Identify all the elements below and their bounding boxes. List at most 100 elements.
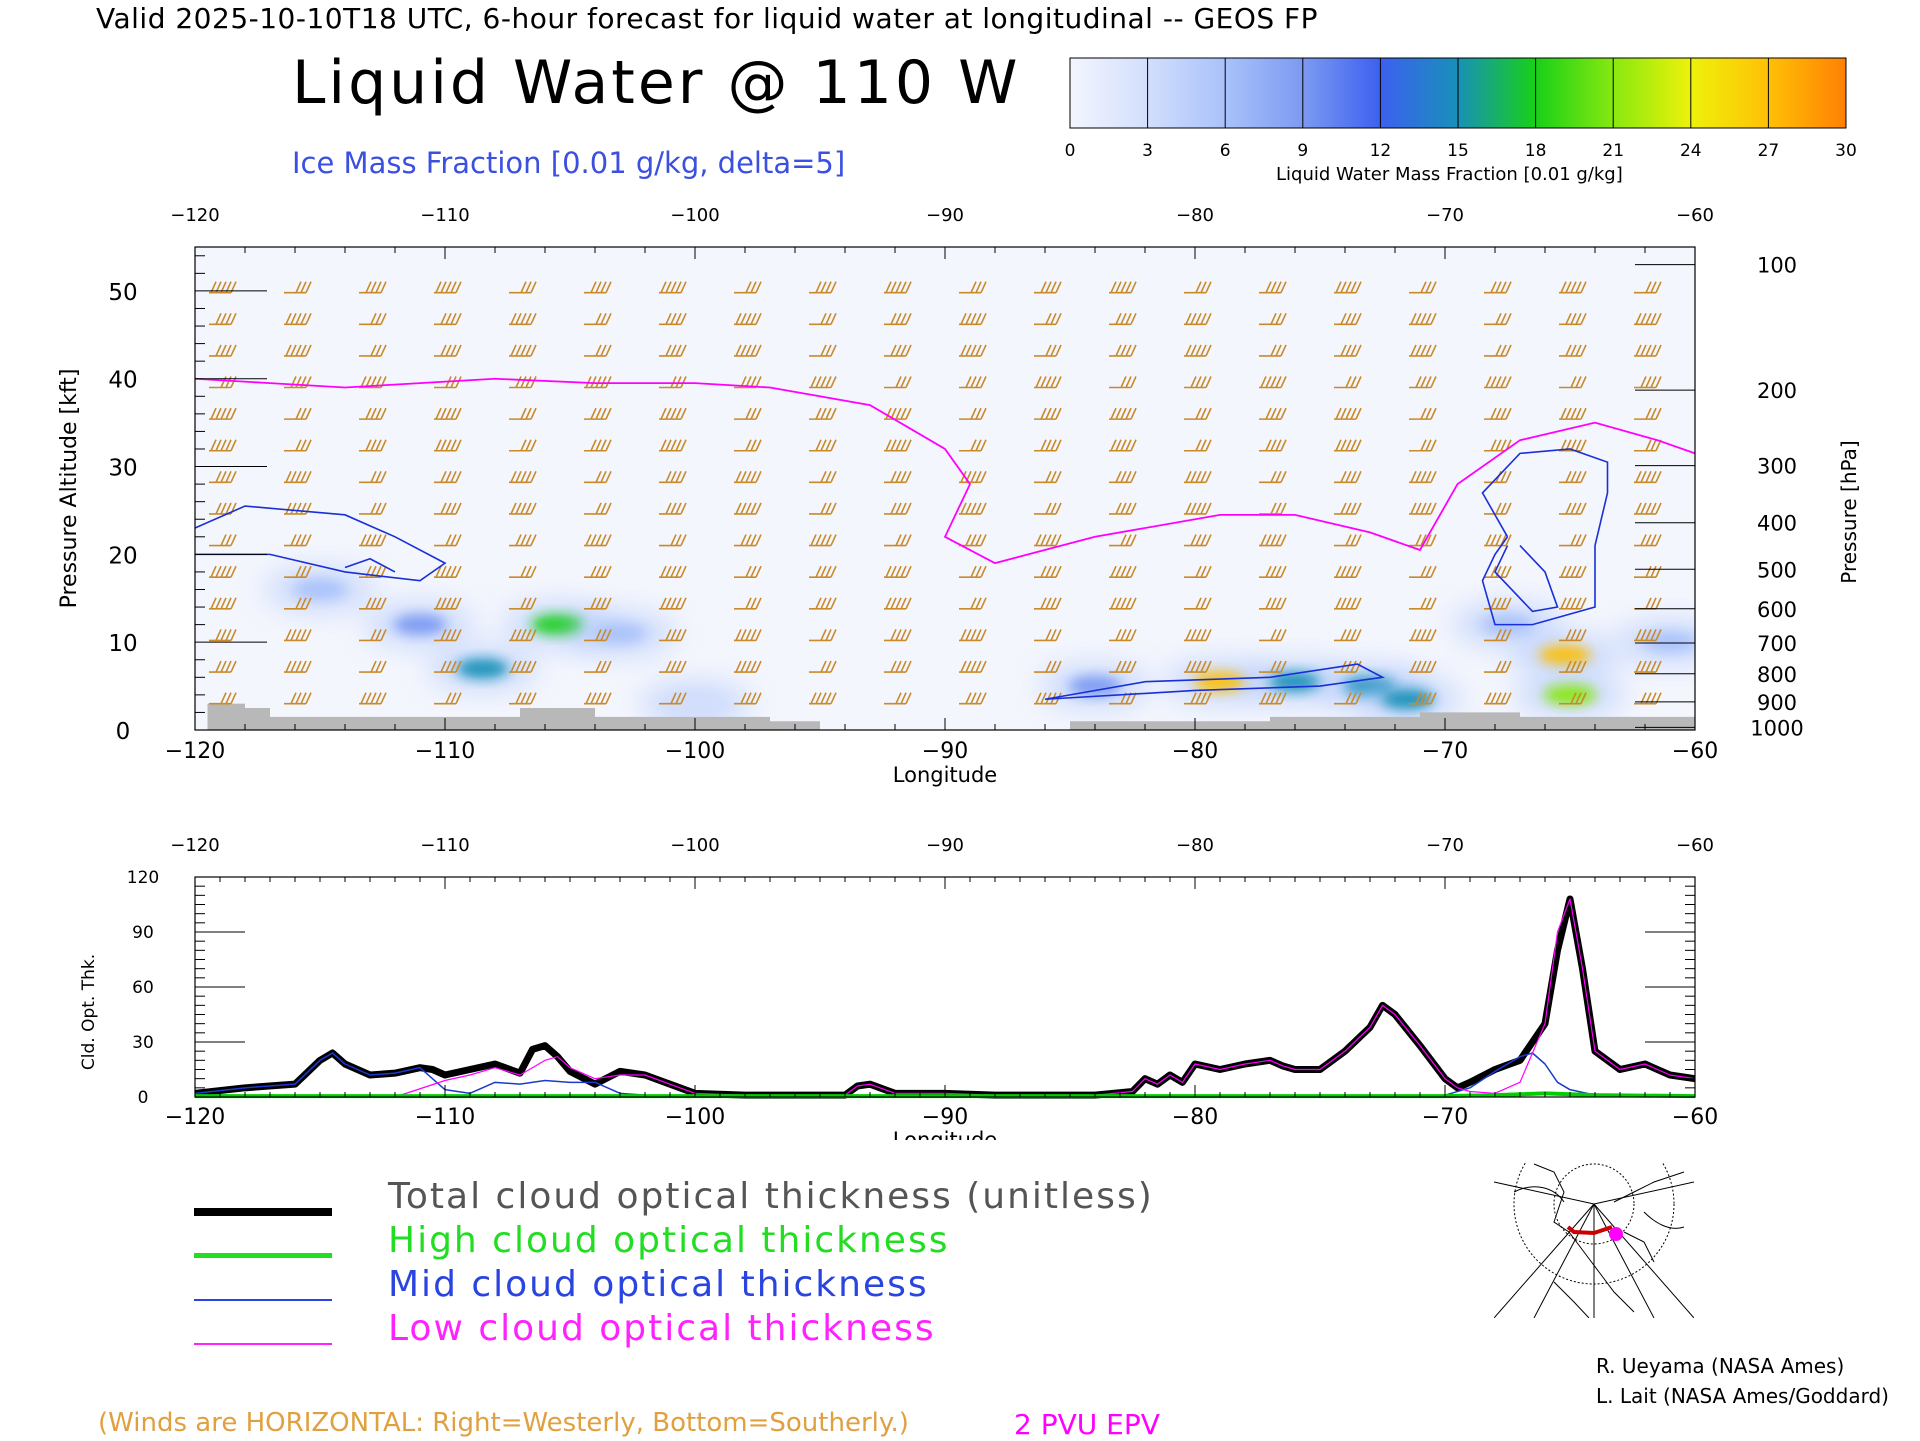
y-tick-label: 10 xyxy=(108,631,137,657)
wind-barb xyxy=(1184,376,1212,389)
wind-barb xyxy=(1409,471,1437,484)
wind-barb xyxy=(1259,660,1287,673)
wind-barb xyxy=(1484,565,1512,578)
colorbar-tick-label: 21 xyxy=(1602,141,1624,161)
wind-barb xyxy=(959,660,987,673)
wind-barb xyxy=(1559,312,1587,326)
wind-barb xyxy=(1559,502,1587,515)
wind-barb xyxy=(959,312,987,326)
wind-barb xyxy=(509,692,537,705)
wind-barb xyxy=(1484,376,1512,389)
wind-barb xyxy=(1559,660,1587,673)
wind-barb xyxy=(1484,407,1512,420)
section-line xyxy=(1566,1225,1613,1236)
wind-barb xyxy=(1034,439,1062,452)
wind-barb xyxy=(284,692,312,705)
pressure-tick-label: 700 xyxy=(1757,632,1797,656)
liquid-water-core xyxy=(1269,671,1321,692)
liquid-water-core xyxy=(1544,684,1596,705)
colorbar-label: Liquid Water Mass Fraction [0.01 g/kg] xyxy=(1276,164,1623,185)
wind-barb xyxy=(284,565,312,578)
wind-barb xyxy=(884,376,912,389)
wind-barb xyxy=(1334,312,1362,326)
wind-barb xyxy=(734,407,762,420)
wind-barb xyxy=(659,312,687,326)
wind-barb xyxy=(959,692,987,705)
wind-barb xyxy=(1109,471,1137,484)
wind-barb xyxy=(1109,692,1137,705)
wind-barb xyxy=(434,502,462,515)
wind-barb xyxy=(659,692,687,705)
x-axis-label: Longitude xyxy=(893,1128,997,1140)
wind-barb xyxy=(1259,376,1287,389)
x-tick-label: −100 xyxy=(665,739,725,764)
line-plot-frame xyxy=(194,876,1696,1098)
liquid-water-core xyxy=(1539,645,1591,666)
x-tick-label-top: −70 xyxy=(1426,835,1464,856)
y-tick-label: 0 xyxy=(138,1088,149,1108)
wind-barb xyxy=(734,565,762,578)
wind-barb xyxy=(284,660,312,673)
wind-barb xyxy=(809,407,837,420)
y-tick-label: 30 xyxy=(132,1033,154,1053)
wind-barb xyxy=(884,629,912,642)
wind-barb xyxy=(1634,629,1662,642)
legend-line-mid xyxy=(194,1299,332,1301)
wind-barb xyxy=(1259,597,1287,610)
y-tick-label: 60 xyxy=(132,978,154,998)
valid-time-line: Valid 2025-10-10T18 UTC, 6-hour forecast… xyxy=(96,2,1319,35)
wind-barb xyxy=(584,344,612,357)
wind-barb xyxy=(1034,660,1062,673)
y-axis-label-left: Pressure Altitude [kft] xyxy=(57,369,82,609)
legend-label-total: Total cloud optical thickness (unitless) xyxy=(388,1176,1154,1217)
wind-barb xyxy=(884,692,912,705)
wind-barb xyxy=(1334,344,1362,357)
wind-barb xyxy=(1109,281,1137,294)
wind-barb xyxy=(1259,439,1287,452)
wind-barb xyxy=(359,534,387,547)
wind-barb xyxy=(809,281,837,294)
wind-barb xyxy=(809,344,837,357)
wind-barb xyxy=(1634,407,1662,420)
wind-barb xyxy=(959,439,987,452)
wind-barb xyxy=(1484,312,1512,326)
wind-barb xyxy=(1409,692,1437,705)
wind-barb xyxy=(1409,534,1437,547)
wind-barb xyxy=(659,502,687,515)
wind-barb xyxy=(359,565,387,578)
wind-barb xyxy=(1484,471,1512,484)
wind-barb xyxy=(584,660,612,673)
x-tick-label: −90 xyxy=(922,739,968,764)
optical-thickness-chart: −120 −120 −110 −110 −100 −100 −90 −90 −80 −80 −70 −… xyxy=(79,835,1718,1140)
wind-barb xyxy=(809,660,837,673)
wind-barb xyxy=(584,565,612,578)
y-tick-label: 40 xyxy=(108,368,137,394)
wind-barb xyxy=(734,692,762,705)
wind-barb xyxy=(1334,376,1362,389)
wind-barb xyxy=(884,660,912,673)
pressure-tick-label: 600 xyxy=(1757,598,1797,622)
y-axis-label-right: Pressure [hPa] xyxy=(1837,440,1861,583)
wind-barb xyxy=(1259,344,1287,357)
x-tick-label: −70 xyxy=(1422,739,1468,764)
colorbar-tick-label: 12 xyxy=(1370,141,1392,161)
wind-barb xyxy=(209,344,237,357)
wind-barb xyxy=(734,629,762,642)
wind-barb xyxy=(659,597,687,610)
wind-barb xyxy=(359,629,387,642)
wind-barb xyxy=(659,344,687,357)
x-tick-label: −100 xyxy=(665,1105,725,1130)
y-tick-label: 50 xyxy=(108,280,137,306)
wind-barb xyxy=(1484,629,1512,642)
wind-barb xyxy=(734,312,762,326)
wind-barb xyxy=(734,597,762,610)
location-marker xyxy=(1609,1227,1623,1241)
colorbar-tick-label: 0 xyxy=(1065,141,1076,161)
wind-barb xyxy=(284,629,312,642)
wind-barb xyxy=(359,660,387,673)
y-axis-label: Cld. Opt. Thk. xyxy=(79,954,99,1070)
wind-barb xyxy=(284,312,312,326)
wind-barb xyxy=(1184,692,1212,705)
wind-barb xyxy=(734,471,762,484)
wind-barb xyxy=(1334,439,1362,452)
